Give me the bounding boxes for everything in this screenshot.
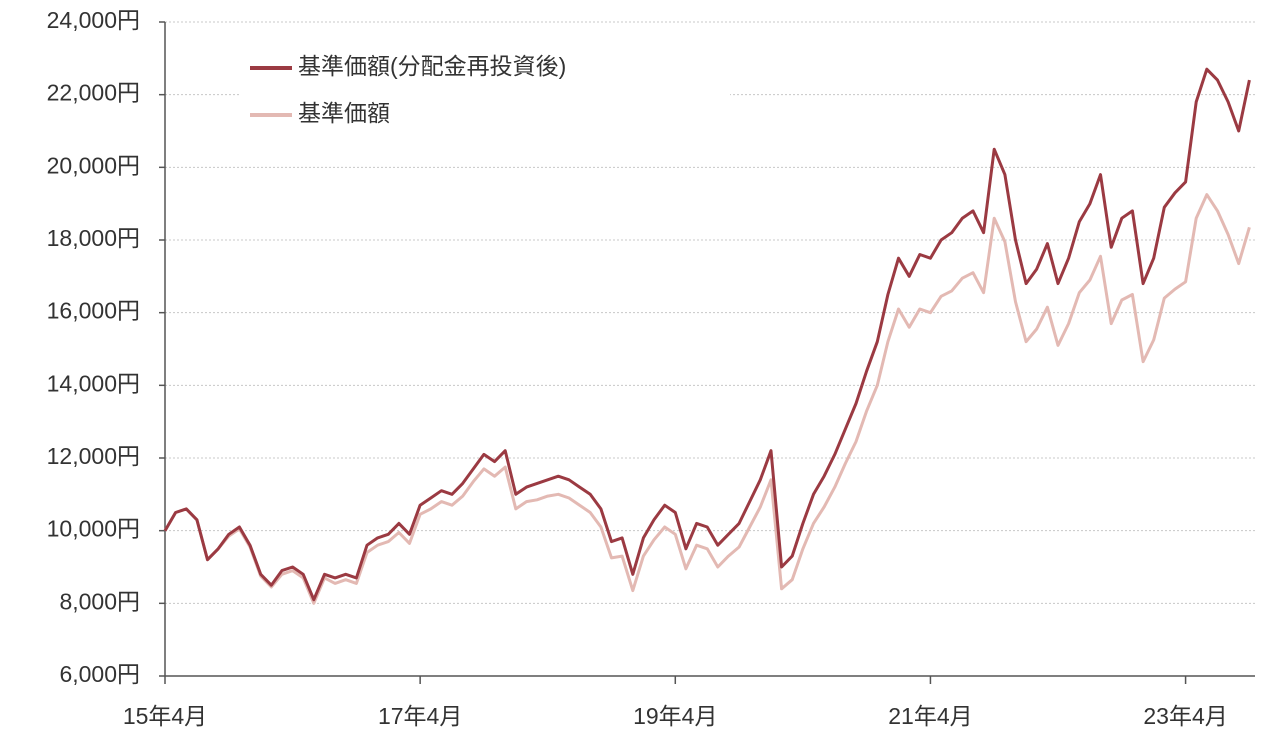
y-tick-label: 10,000円	[47, 516, 140, 542]
y-tick-label: 22,000円	[47, 80, 140, 106]
y-tick-label: 16,000円	[47, 298, 140, 324]
y-tick-label: 24,000円	[47, 7, 140, 33]
x-tick-label: 17年4月	[378, 703, 462, 729]
x-tick-label: 19年4月	[633, 703, 717, 729]
series-line	[163, 193, 1251, 605]
x-tick-label: 15年4月	[123, 703, 207, 729]
y-tick-label: 6,000円	[59, 661, 140, 687]
y-tick-label: 12,000円	[47, 443, 140, 469]
legend-label: 基準価額	[298, 100, 390, 126]
y-tick-label: 20,000円	[47, 152, 140, 178]
y-tick-label: 14,000円	[47, 370, 140, 396]
y-tick-label: 18,000円	[47, 225, 140, 251]
legend-label: 基準価額(分配金再投資後)	[298, 53, 566, 79]
y-tick-label: 8,000円	[59, 588, 140, 614]
series-line	[163, 67, 1251, 602]
legend-box	[240, 40, 730, 140]
x-tick-label: 21年4月	[888, 703, 972, 729]
x-tick-label: 23年4月	[1143, 703, 1227, 729]
